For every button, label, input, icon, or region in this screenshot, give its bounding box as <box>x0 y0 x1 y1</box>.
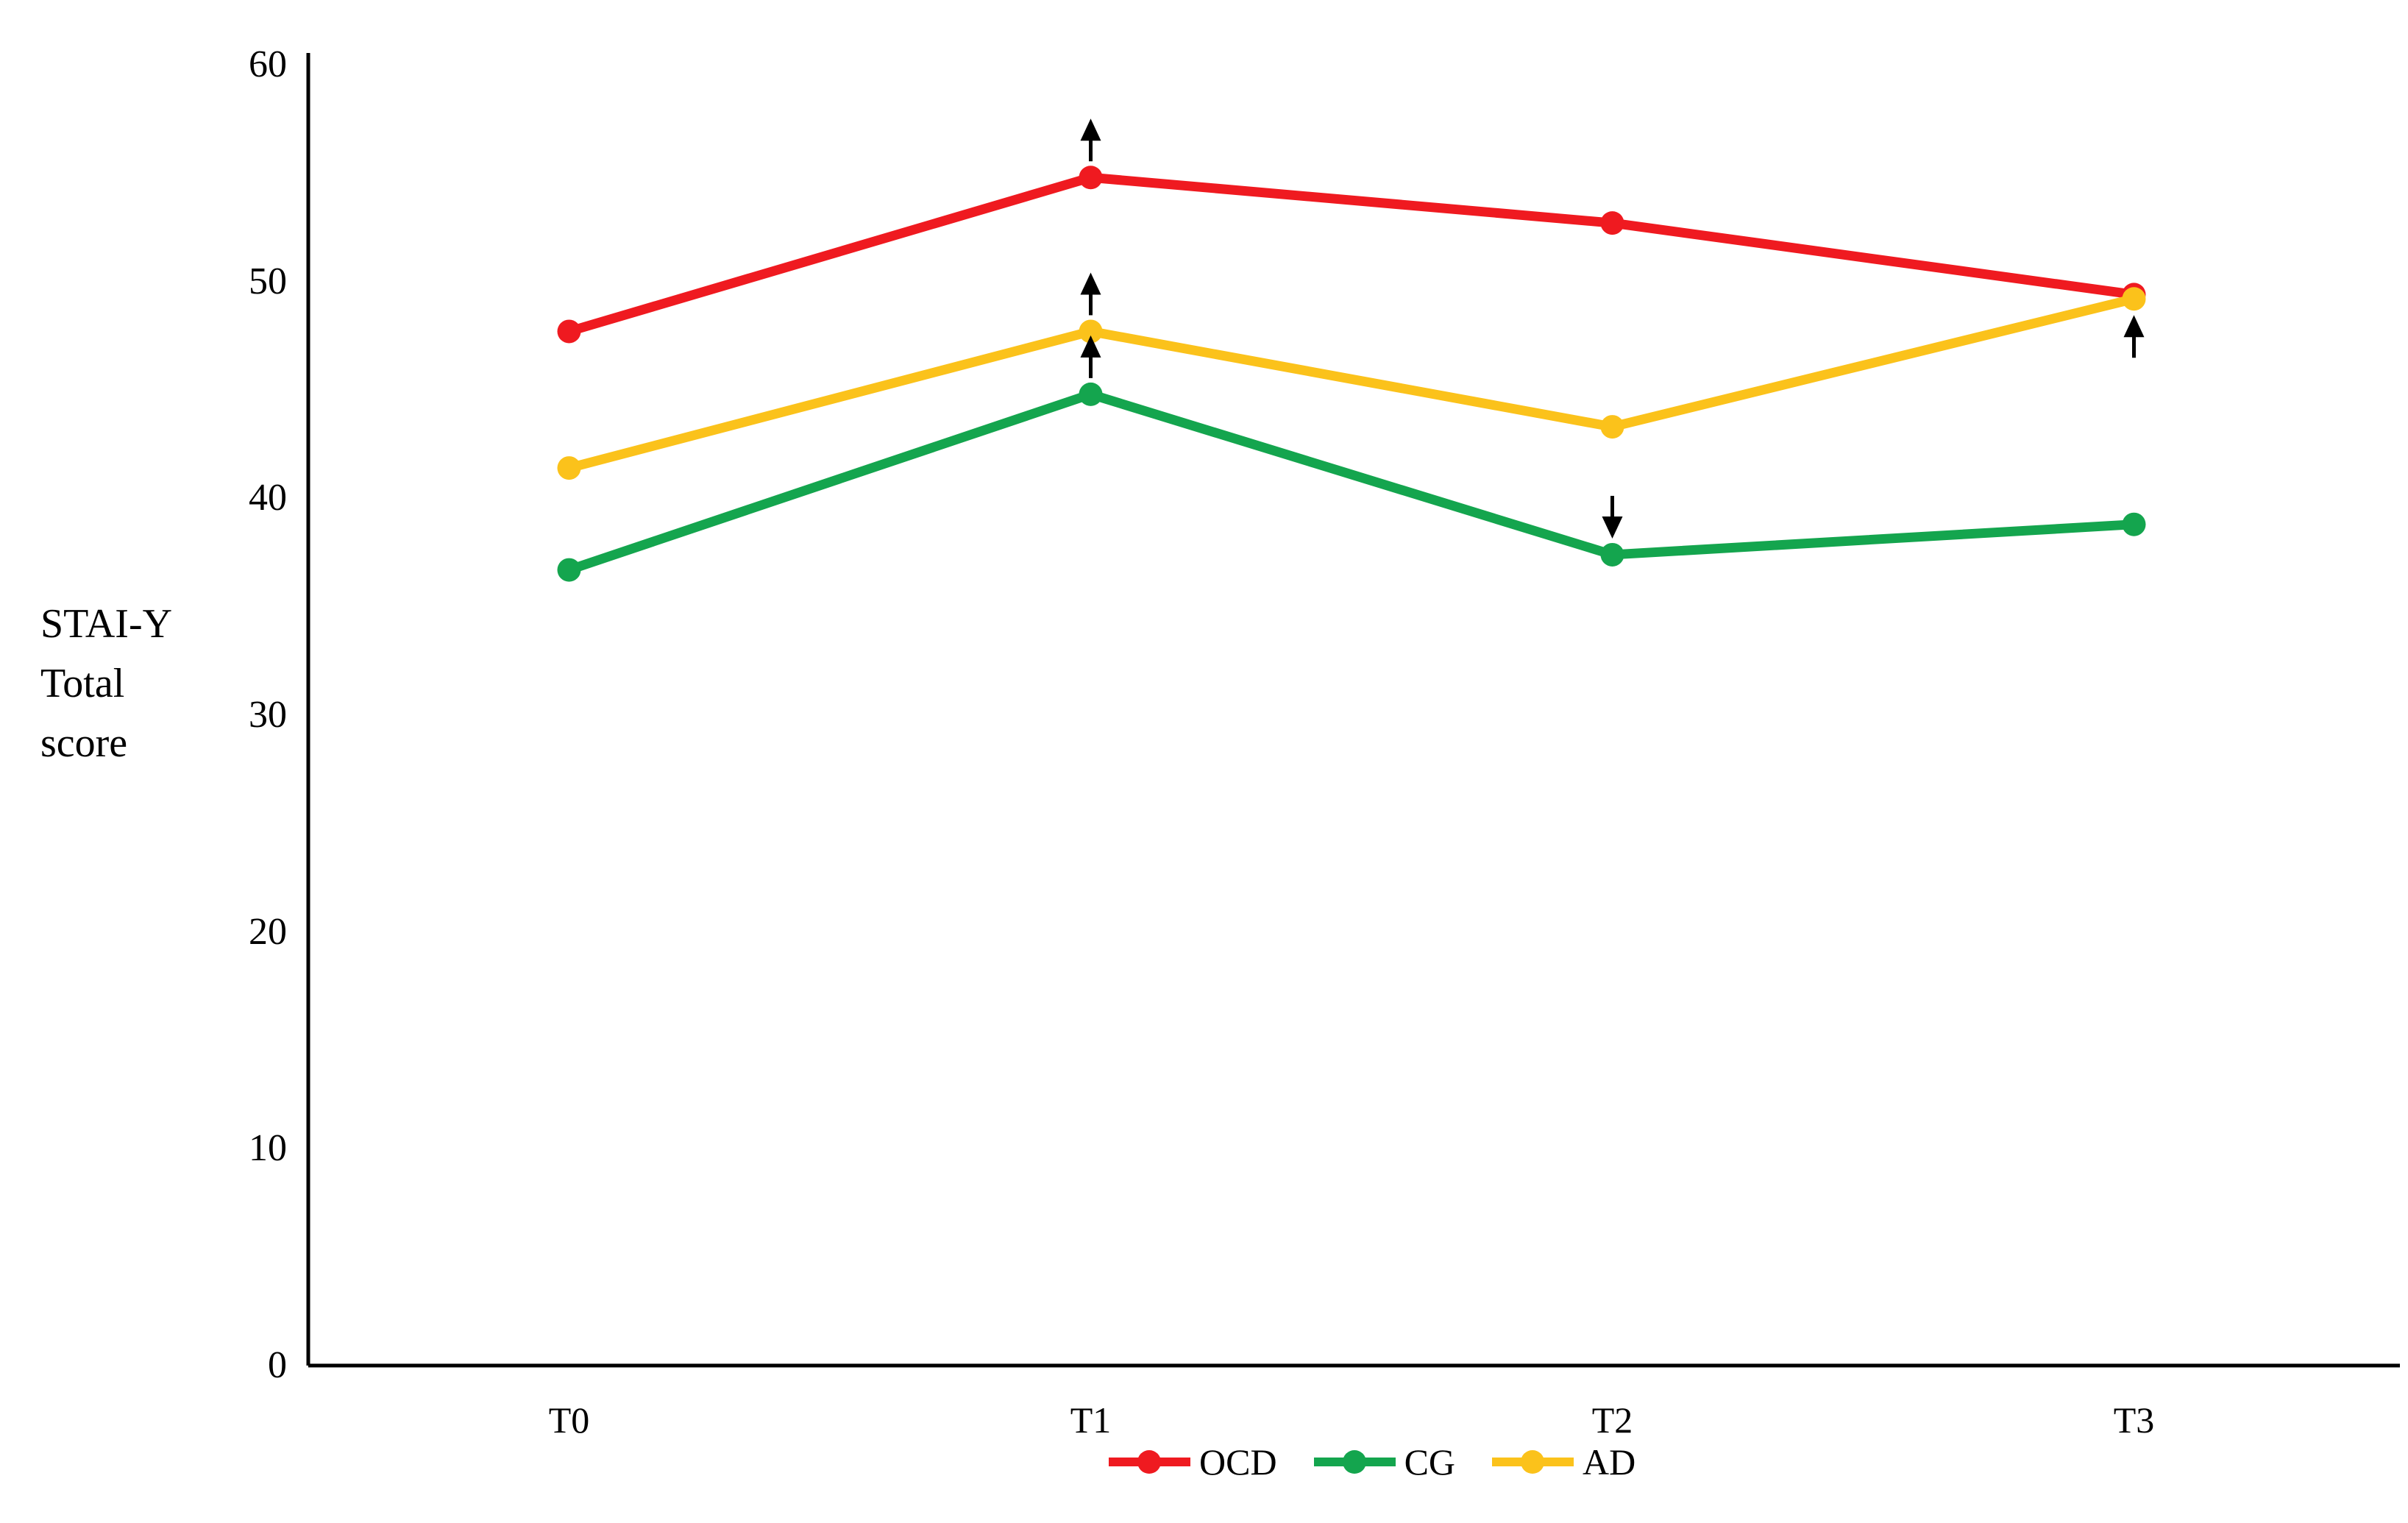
data-point-cg-t2 <box>1600 542 1624 567</box>
x-tick-label-t0: T0 <box>548 1399 590 1441</box>
data-point-ad-t2 <box>1600 415 1624 439</box>
y-axis-title: STAI-Y Total score <box>40 601 173 767</box>
y-tick-label-50: 50 <box>249 260 287 302</box>
y-tick-label-20: 20 <box>249 910 287 953</box>
arrow-down-annotation-cg-t2-head <box>1602 516 1623 539</box>
series-line-ad <box>564 294 2139 473</box>
y-tick-label-30: 30 <box>249 694 287 736</box>
data-point-ocd-t0 <box>557 319 581 344</box>
legend-marker-icon <box>1492 1450 1574 1474</box>
y-tick-label-40: 40 <box>249 477 287 519</box>
legend-item-ocd: OCD <box>1107 1444 1277 1480</box>
arrow-up-annotation-cg-t1-head <box>1080 335 1101 358</box>
legend-marker-dot <box>1137 1450 1161 1474</box>
y-tick-label-0: 0 <box>268 1344 287 1386</box>
series-line-ocd <box>564 172 2139 336</box>
data-point-cg-t1 <box>1079 382 1103 406</box>
x-tick-label-t3: T3 <box>2113 1399 2155 1441</box>
legend-item-cg: CG <box>1313 1444 1455 1480</box>
legend-label-cg: CG <box>1404 1441 1456 1483</box>
data-point-ocd-t1 <box>1079 166 1103 190</box>
data-point-ocd-t2 <box>1600 211 1624 235</box>
arrow-up-annotation-ocd-t1-head <box>1080 118 1101 141</box>
x-tick-label-t1: T1 <box>1070 1399 1112 1441</box>
data-point-ad-t3 <box>2122 287 2146 311</box>
y-tick-label-60: 60 <box>249 43 287 85</box>
x-tick-label-t2: T2 <box>1591 1399 1633 1441</box>
legend-item-ad: AD <box>1491 1444 1635 1480</box>
legend-marker-dot <box>1342 1450 1366 1474</box>
arrow-up-annotation-ad-t3-head <box>2123 315 2145 338</box>
arrow-up-annotation-ad-t1-head <box>1080 272 1101 295</box>
data-point-ad-t1 <box>1079 319 1103 344</box>
data-point-cg-t3 <box>2122 512 2146 536</box>
legend-marker-icon <box>1313 1450 1396 1474</box>
legend-marker-dot <box>1521 1450 1545 1474</box>
legend-marker-icon <box>1109 1450 1190 1474</box>
y-tick-label-10: 10 <box>249 1127 287 1170</box>
data-point-ad-t0 <box>557 456 581 480</box>
data-point-cg-t0 <box>557 558 581 582</box>
chart-legend: OCD CG AD <box>1107 1444 1635 1480</box>
legend-label-ad: AD <box>1583 1441 1636 1483</box>
series-line-cg <box>564 389 2139 575</box>
legend-label-ocd: OCD <box>1199 1441 1277 1483</box>
